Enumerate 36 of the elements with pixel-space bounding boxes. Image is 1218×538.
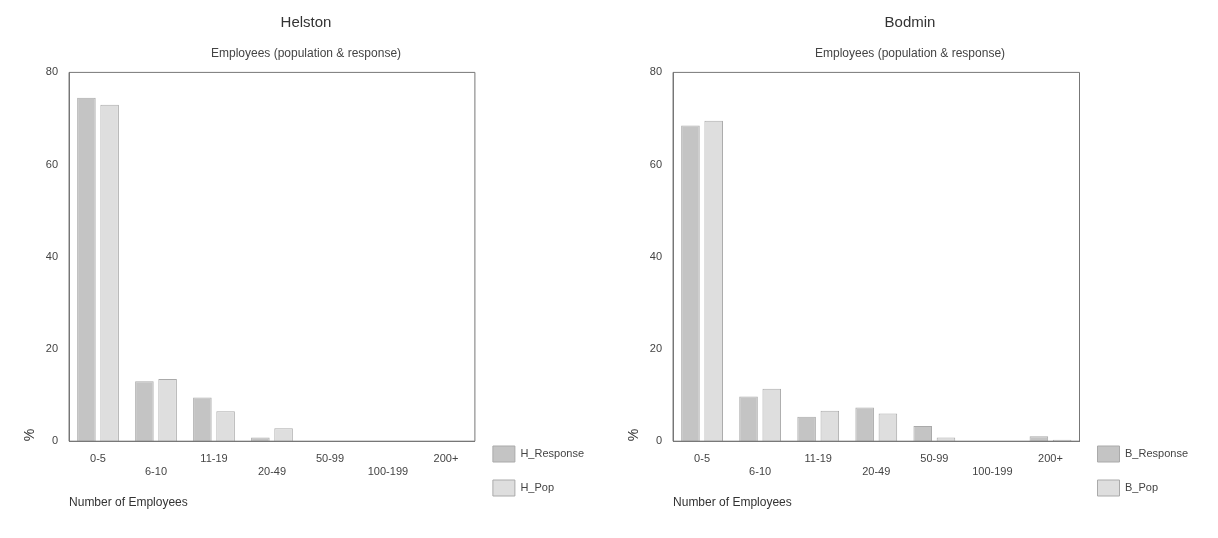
x-tick-label: 0-5 — [694, 451, 711, 464]
x-tick-label: 100-199 — [367, 465, 409, 478]
chart-title: Bodmin — [884, 13, 936, 31]
legend-label: B_Pop — [1125, 481, 1159, 494]
y-axis-title: % — [21, 428, 38, 442]
x-tick-label: 200+ — [433, 451, 459, 464]
y-tick-label: 0 — [51, 434, 59, 447]
x-axis-title: Number of Employees — [69, 495, 188, 510]
legend-label: H_Response — [520, 447, 584, 460]
y-tick-label: 20 — [649, 342, 663, 355]
x-tick-label: 11-19 — [804, 451, 832, 464]
x-tick-label: 100-199 — [972, 465, 1013, 478]
chart-subtitle: Employees (population & response) — [814, 45, 1006, 60]
legend-label: B_Response — [1125, 447, 1189, 460]
legend-label: H_Pop — [520, 481, 555, 494]
x-tick-label: 0-5 — [90, 451, 106, 464]
y-tick-label: 60 — [45, 157, 59, 170]
y-tick-label: 60 — [649, 157, 663, 170]
y-tick-label: 0 — [655, 434, 663, 447]
x-tick-label: 200+ — [1038, 451, 1063, 464]
x-tick-label: 20-49 — [257, 465, 287, 478]
x-tick-label: 50-99 — [315, 451, 345, 464]
x-tick-label: 50-99 — [920, 451, 949, 464]
y-tick-label: 80 — [649, 65, 663, 78]
chart-title: Helston — [280, 13, 332, 31]
y-tick-label: 40 — [45, 249, 59, 262]
y-tick-label: 80 — [45, 65, 59, 78]
x-tick-label: 20-49 — [862, 465, 891, 478]
x-tick-label: 6-10 — [749, 465, 772, 478]
x-axis-title: Number of Employees — [673, 495, 792, 510]
y-axis-title: % — [625, 428, 642, 442]
x-tick-label: 11-19 — [200, 451, 228, 464]
x-tick-label: 6-10 — [144, 465, 168, 478]
chart-subtitle: Employees (population & response) — [210, 45, 402, 60]
y-tick-label: 20 — [45, 342, 59, 355]
y-tick-label: 40 — [649, 249, 663, 262]
